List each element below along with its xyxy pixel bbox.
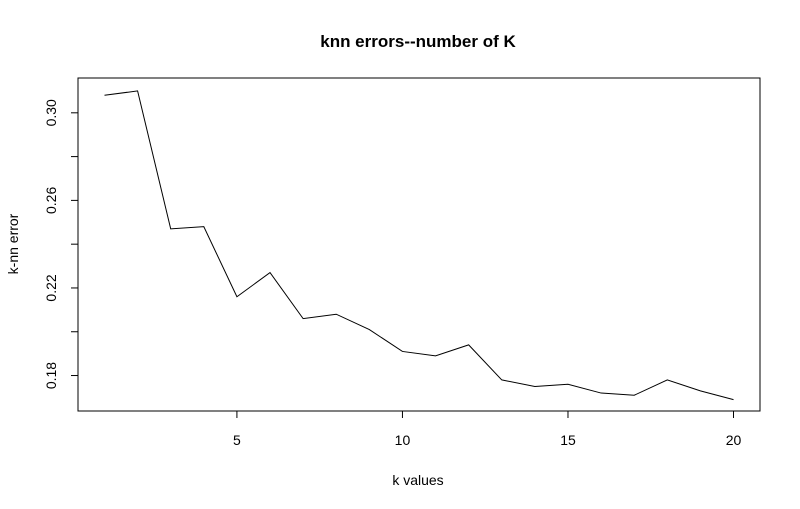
y-tick-label: 0.22: [43, 274, 59, 301]
y-axis-label: k-nn error: [5, 213, 21, 274]
plot-area-frame: [77, 77, 761, 412]
x-tick-label: 10: [395, 432, 411, 448]
y-axis: 0.18 0.22 0.26 0.30: [43, 99, 79, 389]
x-axis: 5 10 15 20: [233, 410, 742, 448]
y-tick-label: 0.18: [43, 362, 59, 389]
y-tick-label: 0.30: [43, 99, 59, 126]
x-tick-label: 15: [560, 432, 576, 448]
x-tick-label: 5: [233, 432, 241, 448]
chart-title: knn errors--number of K: [320, 32, 516, 51]
y-tick-label: 0.26: [43, 187, 59, 214]
x-axis-label: k values: [392, 472, 443, 488]
series-line-knn-error: [104, 90, 734, 401]
x-tick-label: 20: [726, 432, 742, 448]
